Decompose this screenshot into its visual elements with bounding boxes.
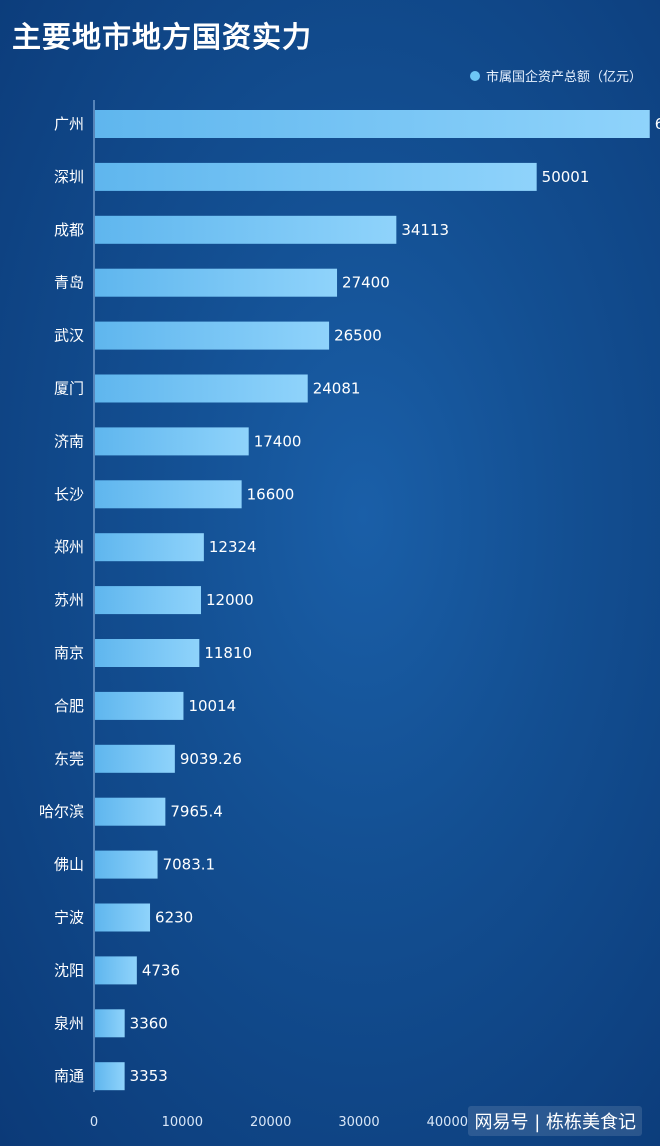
category-label: 深圳 bbox=[54, 168, 84, 186]
category-label: 南京 bbox=[54, 644, 84, 662]
value-label: 12324 bbox=[209, 538, 257, 556]
category-label: 广州 bbox=[54, 115, 84, 133]
category-label: 长沙 bbox=[54, 485, 84, 503]
bar bbox=[95, 850, 158, 879]
bar bbox=[95, 321, 330, 350]
value-label: 7083.1 bbox=[163, 856, 216, 874]
value-label: 4736 bbox=[142, 961, 180, 979]
value-label: 6230 bbox=[155, 909, 193, 927]
bar bbox=[95, 797, 166, 826]
category-label: 成都 bbox=[54, 221, 84, 239]
category-label: 济南 bbox=[54, 432, 84, 450]
x-tick-label: 40000 bbox=[427, 1115, 468, 1130]
bar bbox=[95, 639, 200, 667]
chart-title: 主要地市地方国资实力 bbox=[12, 20, 313, 54]
category-label: 泉州 bbox=[54, 1014, 84, 1032]
bar bbox=[95, 744, 175, 773]
category-label: 佛山 bbox=[54, 856, 84, 874]
category-label: 宁波 bbox=[54, 909, 84, 927]
bar bbox=[95, 427, 249, 456]
value-label: 7965.4 bbox=[170, 803, 223, 821]
bar bbox=[95, 586, 201, 615]
bar bbox=[95, 533, 204, 562]
x-tick-label: 0 bbox=[90, 1115, 98, 1130]
bar bbox=[95, 1009, 125, 1038]
value-label: 34113 bbox=[401, 221, 449, 239]
value-label: 10014 bbox=[188, 697, 236, 715]
bar bbox=[95, 110, 650, 138]
value-label: 17400 bbox=[254, 432, 302, 450]
bar bbox=[95, 374, 308, 403]
legend: 市属国企资产总额（亿元） bbox=[469, 66, 642, 85]
value-label: 16600 bbox=[247, 485, 295, 503]
bar bbox=[95, 268, 338, 297]
value-label: 11810 bbox=[204, 644, 252, 662]
value-label: 3360 bbox=[130, 1014, 168, 1032]
value-label: 26500 bbox=[334, 327, 382, 345]
bar bbox=[95, 956, 137, 985]
category-label: 厦门 bbox=[54, 380, 84, 398]
source-watermark: 网易号 | 栋栋美食记 bbox=[468, 1106, 642, 1136]
bar bbox=[95, 480, 242, 509]
bar bbox=[95, 215, 397, 244]
value-label: 27400 bbox=[342, 274, 390, 292]
value-label: 9039.26 bbox=[180, 750, 242, 768]
category-label: 合肥 bbox=[54, 697, 84, 715]
legend-dot-icon bbox=[469, 70, 480, 81]
category-label: 苏州 bbox=[54, 591, 84, 609]
value-label: 50001 bbox=[542, 168, 590, 186]
bar bbox=[95, 903, 151, 932]
bar bbox=[95, 691, 184, 720]
bar bbox=[95, 162, 537, 191]
x-tick-label: 10000 bbox=[162, 1115, 203, 1130]
value-label: 12000 bbox=[206, 591, 254, 609]
bar bbox=[95, 1062, 125, 1091]
category-label: 青岛 bbox=[54, 274, 84, 292]
category-label: 郑州 bbox=[54, 538, 84, 556]
category-label: 哈尔滨 bbox=[39, 803, 84, 821]
value-label: 24081 bbox=[313, 380, 361, 398]
x-tick-label: 20000 bbox=[250, 1115, 291, 1130]
legend-label: 市属国企资产总额（亿元） bbox=[485, 70, 642, 85]
category-label: 武汉 bbox=[54, 327, 84, 345]
category-label: 沈阳 bbox=[54, 961, 84, 979]
value-label: 62800 bbox=[655, 115, 660, 133]
x-tick-label: 30000 bbox=[338, 1115, 379, 1130]
category-label: 南通 bbox=[54, 1067, 84, 1085]
category-label: 东莞 bbox=[54, 750, 84, 768]
value-label: 3353 bbox=[130, 1067, 168, 1085]
